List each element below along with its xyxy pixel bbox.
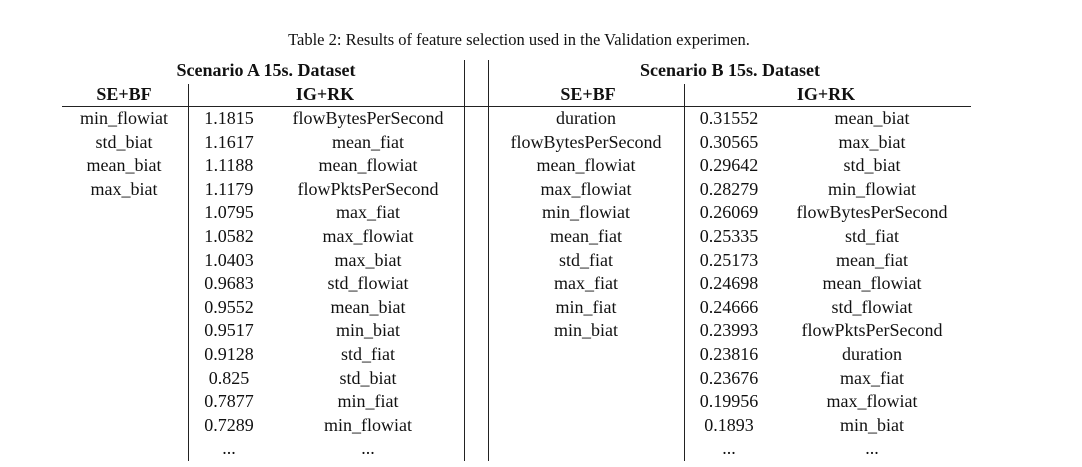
scenario-b-sebf-cell: min_flowiat — [542, 202, 630, 223]
scenario-a-sebf-cell: mean_biat — [86, 155, 162, 176]
scenario-b-score-cell: 0.26069 — [699, 202, 759, 223]
scenario-a-feature-cell: min_biat — [336, 320, 400, 341]
scenario-a-feature-cell: mean_biat — [330, 296, 406, 317]
scenario-a-score-cell: 1.1617 — [204, 131, 254, 152]
scenario-a-feature-cell: min_fiat — [337, 391, 399, 412]
scenario-b-sebf-cell: max_fiat — [554, 273, 618, 294]
scenario-a-feature-cell: max_flowiat — [322, 226, 414, 246]
scenario-a-score-cell: 1.0403 — [204, 249, 254, 270]
divider-b-columns — [684, 84, 685, 461]
scenario-b-feature-cell: std_flowiat — [831, 296, 913, 317]
scenario-a-sebf-cell: std_biat — [95, 131, 153, 152]
scenario-a-sebf-cell: max_biat — [90, 178, 158, 199]
scenario-b-sebf-cell: min_biat — [554, 320, 618, 341]
scenario-b-sebf-header: SE+BF — [560, 84, 616, 104]
scenario-a-feature-cell: max_biat — [334, 249, 402, 270]
scenario-b-score-cell: 0.23676 — [699, 367, 759, 388]
header-rule — [62, 106, 971, 107]
scenario-a-feature-cell: max_fiat — [336, 202, 400, 223]
scenario-b-sebf-cell: mean_flowiat — [536, 155, 636, 176]
scenario-b-sebf-cell: std_fiat — [559, 249, 613, 270]
scenario-b-score-cell: 0.24698 — [699, 273, 759, 294]
scenario-a-feature-cell: std_biat — [339, 367, 397, 388]
scenario-b-sebf-cell: mean_fiat — [550, 226, 622, 246]
scenario-b-score-cell: 0.19956 — [699, 391, 759, 412]
scenario-a-score-cell: 0.7877 — [204, 391, 254, 412]
scenario-b-score-cell: 0.30565 — [699, 131, 759, 152]
scenario-b-score-cell: 0.1893 — [704, 414, 754, 435]
scenario-a-score-cell: 0.9517 — [204, 320, 254, 341]
scenario-a-feature-cell: ... — [361, 438, 375, 459]
scenario-b-feature-cell: min_flowiat — [828, 178, 916, 199]
scenario-a-score-cell: 1.0582 — [204, 226, 254, 246]
scenario-b-score-cell: ... — [722, 438, 736, 459]
scenario-a-score-cell: ... — [222, 438, 236, 459]
scenario-b-feature-cell: max_fiat — [840, 367, 904, 388]
scenario-a-score-cell: 0.9683 — [204, 273, 254, 294]
scenario-b-feature-cell: duration — [842, 344, 902, 364]
scenario-a-feature-cell: mean_fiat — [332, 131, 404, 152]
scenario-a-score-cell: 0.9552 — [204, 296, 254, 317]
divider-a-columns — [188, 84, 189, 461]
scenario-b-score-cell: 0.29642 — [699, 155, 759, 176]
scenario-b-score-cell: 0.31552 — [699, 108, 759, 128]
scenario-a-score-cell: 1.0795 — [204, 202, 254, 223]
scenario-a-feature-cell: flowBytesPerSecond — [292, 108, 444, 128]
scenario-b-score-cell: 0.24666 — [699, 296, 759, 317]
scenario-a-score-cell: 1.1179 — [204, 178, 254, 199]
scenario-a-igrk-header: IG+RK — [295, 84, 355, 104]
scenario-a-feature-cell: mean_flowiat — [318, 155, 418, 176]
scenario-a-title: Scenario A 15s. Dataset — [176, 60, 356, 80]
scenario-b-feature-cell: std_fiat — [845, 226, 899, 246]
scenario-a-score-cell: 0.7289 — [204, 414, 254, 435]
scenario-a-feature-cell: std_flowiat — [327, 273, 409, 294]
divider-scenario-left — [464, 60, 465, 461]
scenario-b-igrk-header: IG+RK — [796, 84, 856, 104]
scenario-b-feature-cell: flowPktsPerSecond — [801, 320, 943, 341]
scenario-b-feature-cell: ... — [865, 438, 879, 459]
table-caption: Table 2: Results of feature selection us… — [288, 30, 750, 49]
scenario-b-score-cell: 0.25335 — [699, 226, 759, 246]
scenario-b-score-cell: 0.25173 — [699, 249, 759, 270]
scenario-b-sebf-cell: max_flowiat — [540, 178, 632, 199]
scenario-a-sebf-cell: min_flowiat — [80, 108, 168, 128]
scenario-b-sebf-cell: flowBytesPerSecond — [510, 131, 662, 152]
scenario-b-title: Scenario B 15s. Dataset — [640, 60, 820, 80]
scenario-b-feature-cell: mean_biat — [834, 108, 910, 128]
scenario-b-score-cell: 0.23993 — [699, 320, 759, 341]
scenario-b-sebf-cell: min_fiat — [555, 296, 617, 317]
scenario-a-score-cell: 0.9128 — [204, 344, 254, 364]
scenario-b-feature-cell: max_flowiat — [826, 391, 918, 412]
divider-scenario-right — [488, 60, 489, 461]
scenario-b-sebf-cell: duration — [556, 108, 616, 128]
scenario-b-score-cell: 0.23816 — [699, 344, 759, 364]
scenario-a-score-cell: 1.1815 — [204, 108, 254, 128]
scenario-b-feature-cell: flowBytesPerSecond — [796, 202, 948, 223]
scenario-a-feature-cell: min_flowiat — [324, 414, 412, 435]
scenario-b-feature-cell: std_biat — [843, 155, 901, 176]
scenario-a-score-cell: 1.1188 — [204, 155, 254, 176]
scenario-b-score-cell: 0.28279 — [699, 178, 759, 199]
scenario-b-feature-cell: mean_fiat — [836, 249, 908, 270]
scenario-a-score-cell: 0.825 — [208, 367, 250, 388]
scenario-a-feature-cell: flowPktsPerSecond — [297, 178, 439, 199]
scenario-b-feature-cell: mean_flowiat — [822, 273, 922, 294]
scenario-b-feature-cell: min_biat — [840, 414, 904, 435]
scenario-a-feature-cell: std_fiat — [341, 344, 395, 364]
scenario-a-sebf-header: SE+BF — [96, 84, 152, 104]
scenario-b-feature-cell: max_biat — [838, 131, 906, 152]
